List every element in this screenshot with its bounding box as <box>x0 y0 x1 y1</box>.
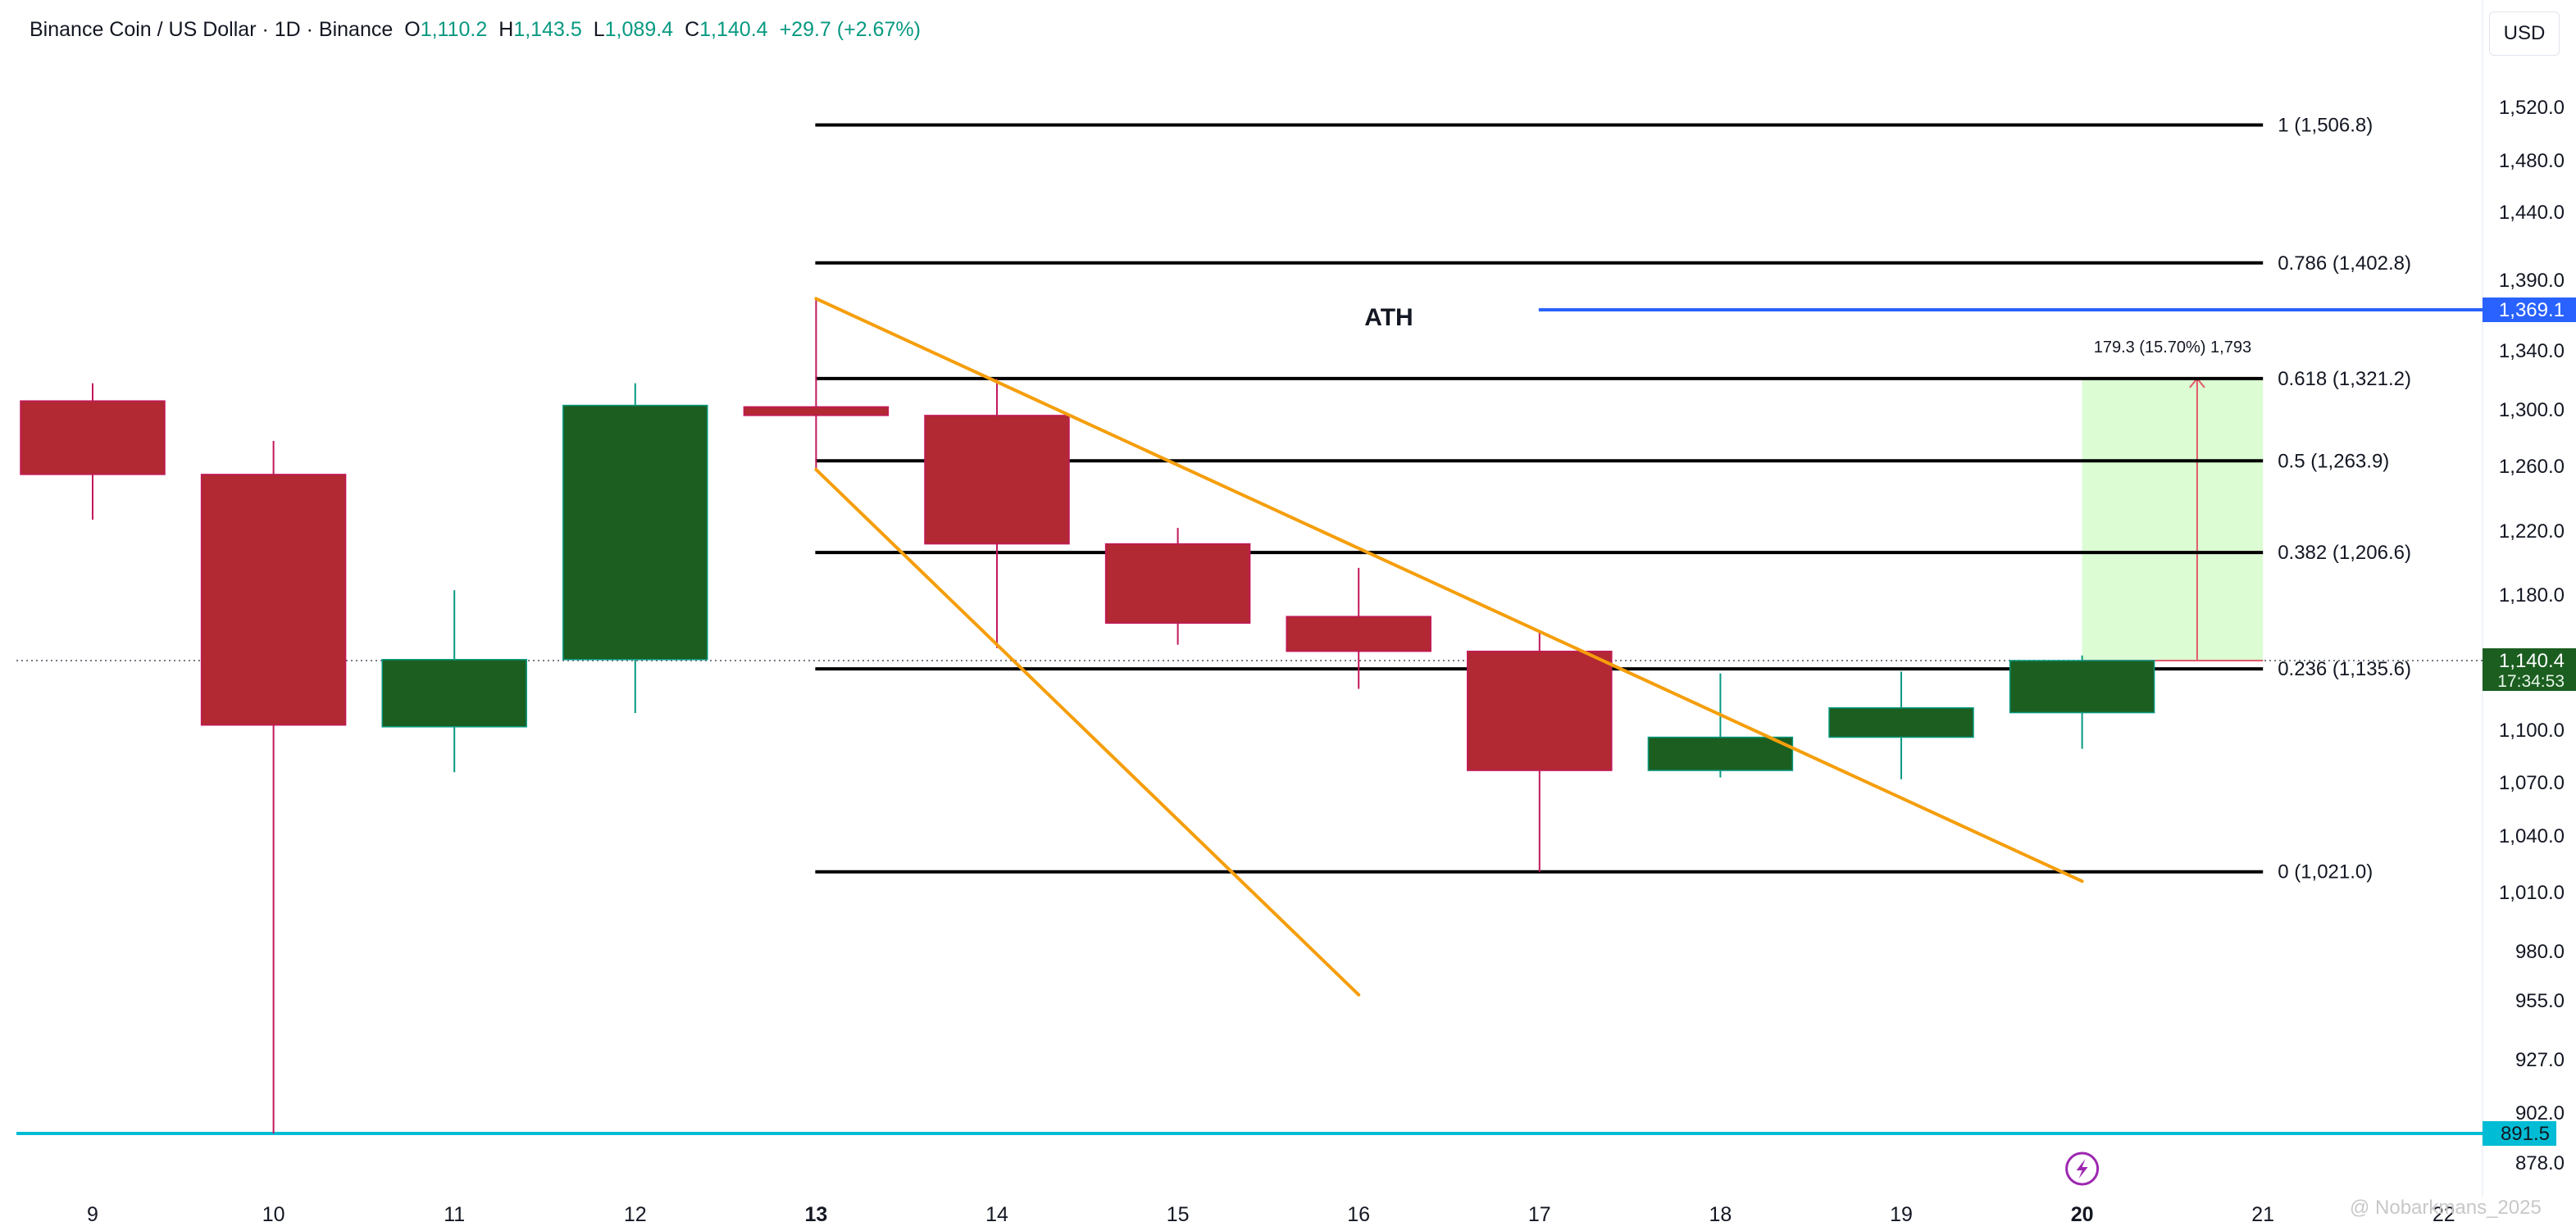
candle-body <box>1828 706 1974 738</box>
x-tick-label: 21 <box>2251 1203 2274 1226</box>
ath-price-tag-label: 1,369.1 <box>2499 299 2565 321</box>
x-tick-label: 19 <box>1890 1203 1913 1226</box>
legend-close-value: 1,140.4 <box>699 18 768 41</box>
x-tick-label: 18 <box>1709 1203 1732 1226</box>
fib-level-label: 0 (1,021.0) <box>2278 861 2373 884</box>
legend-high-label: H <box>498 18 514 41</box>
trendline <box>814 297 2084 884</box>
x-tick-label: 13 <box>804 1203 827 1226</box>
currency-button[interactable]: USD <box>2489 11 2560 56</box>
x-tick-label: 17 <box>1528 1203 1551 1226</box>
y-tick-label: 1,520.0 <box>2499 97 2565 119</box>
y-tick-label: 927.0 <box>2515 1049 2565 1071</box>
y-tick-label: 1,340.0 <box>2499 340 2565 362</box>
legend-close-label: C <box>685 18 700 41</box>
y-tick-label: 1,180.0 <box>2499 584 2565 606</box>
symbol-legend: Binance Coin / US Dollar · 1D · Binance O… <box>30 18 921 42</box>
y-tick-label: 878.0 <box>2515 1152 2565 1174</box>
candle-body <box>743 406 890 416</box>
y-tick-label: 1,070.0 <box>2499 772 2565 794</box>
candle-body <box>1104 543 1251 625</box>
y-tick-label: 1,220.0 <box>2499 520 2565 543</box>
x-tick-label: 20 <box>2071 1203 2094 1226</box>
y-tick-label: 1,040.0 <box>2499 825 2565 847</box>
y-tick-label: 902.0 <box>2515 1102 2565 1124</box>
legend-low-label: L <box>593 18 605 41</box>
ath-price-tag <box>2483 298 2576 322</box>
candle-body <box>200 474 347 726</box>
measure-box <box>2082 378 2264 661</box>
lightning-icon[interactable] <box>2065 1152 2100 1186</box>
x-tick-label: 9 <box>87 1203 98 1226</box>
support-price-tag <box>2483 1121 2556 1146</box>
y-tick-label: 1,440.0 <box>2499 202 2565 224</box>
countdown-label: 17:34:53 <box>2497 672 2565 691</box>
last-price-tag <box>2483 648 2576 691</box>
ath-label: ATH <box>1364 304 1413 331</box>
y-tick-label: 1,010.0 <box>2499 882 2565 904</box>
x-tick-label: 10 <box>262 1203 285 1226</box>
x-tick-label: 22 <box>2433 1203 2455 1226</box>
x-tick-label: 15 <box>1167 1203 1190 1226</box>
support-price-tag-label: 891.5 <box>2501 1123 2550 1145</box>
y-tick-label: 1,480.0 <box>2499 150 2565 172</box>
y-tick-label: 1,300.0 <box>2499 399 2565 421</box>
trendline <box>814 467 1361 997</box>
candle-body <box>1286 616 1431 652</box>
legend-change: +29.7 (+2.67%) <box>779 18 921 41</box>
fib-level-label: 0.786 (1,402.8) <box>2278 252 2411 275</box>
legend-open-value: 1,110.2 <box>420 18 488 41</box>
candle-body <box>562 404 708 661</box>
watermark: @ Nobarkmans_2025 <box>2350 1197 2542 1219</box>
legend-low-value: 1,089.4 <box>604 18 674 41</box>
last-price-tag-label: 1,140.4 <box>2499 650 2565 672</box>
y-tick-label: 955.0 <box>2515 990 2565 1012</box>
legend-high-value: 1,143.5 <box>513 18 582 41</box>
fib-level-label: 0.5 (1,263.9) <box>2278 450 2389 472</box>
lightning-icon-bolt <box>2076 1159 2088 1179</box>
fib-level-label: 0.236 (1,135.6) <box>2278 658 2411 680</box>
y-tick-label: 1,100.0 <box>2499 720 2565 742</box>
fib-level-label: 0.382 (1,206.6) <box>2278 542 2411 564</box>
x-tick-label: 16 <box>1347 1203 1370 1226</box>
candle-body <box>1647 736 1794 771</box>
candle-body <box>2009 660 2155 714</box>
candle-body <box>1467 650 1613 771</box>
y-tick-label: 1,390.0 <box>2499 270 2565 292</box>
measure-label: 179.3 (15.70%) 1,793 <box>2094 338 2251 357</box>
candle-body <box>924 415 1070 545</box>
y-tick-label: 1,260.0 <box>2499 456 2565 478</box>
y-tick-label: 980.0 <box>2515 941 2565 963</box>
x-tick-label: 14 <box>985 1203 1008 1226</box>
x-tick-label: 12 <box>624 1203 647 1226</box>
fib-level-label: 1 (1,506.8) <box>2278 114 2373 136</box>
legend-open-label: O <box>404 18 421 41</box>
x-tick-label: 11 <box>444 1203 465 1226</box>
legend-symbol: Binance Coin / US Dollar · 1D · Binance <box>30 18 394 41</box>
candle-body <box>381 659 527 728</box>
candle-body <box>20 400 166 475</box>
fib-level-label: 0.618 (1,321.2) <box>2278 368 2411 390</box>
